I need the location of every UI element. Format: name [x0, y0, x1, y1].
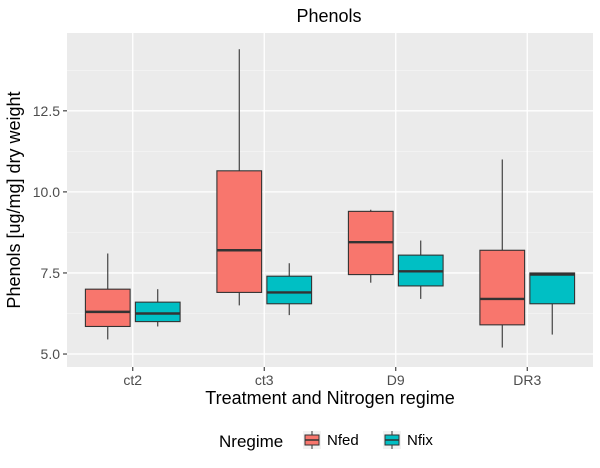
legend-item-nfed: Nfed: [303, 431, 359, 449]
x-tick-label: ct2: [123, 372, 142, 388]
x-axis-title: Treatment and Nitrogen regime: [205, 388, 454, 408]
box-nfix-ct3: [266, 263, 313, 316]
legend-item-nfix: Nfix: [383, 431, 433, 449]
box-body: [479, 249, 526, 326]
major-gridlines: [67, 33, 593, 367]
legend: Nregime Nfed Nfix: [219, 431, 433, 451]
chart-title: Phenols: [296, 6, 361, 26]
box-nfed-dr3: [479, 159, 526, 348]
box-nfed-d9: [347, 209, 394, 283]
box-nfed-ct2: [84, 253, 131, 340]
box-body: [84, 288, 131, 328]
y-tick-label: 7.5: [41, 265, 61, 281]
y-tick-label: 5.0: [41, 346, 61, 362]
box-body: [216, 170, 263, 293]
legend-label: Nfed: [327, 432, 359, 449]
box-body: [266, 275, 313, 305]
y-tick-label: 12.5: [33, 103, 60, 119]
box-body: [529, 272, 576, 305]
legend-title: Nregime: [219, 432, 283, 451]
box-group: [84, 49, 576, 348]
box-body: [134, 301, 181, 323]
box-nfix-ct2: [134, 289, 181, 327]
box-nfix-dr3: [529, 272, 576, 335]
y-axis-title: Phenols [ug/mg] dry weight: [4, 91, 24, 308]
box-nfed-ct3: [216, 49, 263, 306]
x-tick-label: ct3: [255, 372, 274, 388]
x-tick-label: DR3: [513, 372, 541, 388]
y-tick-label: 10.0: [33, 184, 60, 200]
box-nfix-d9: [397, 240, 444, 299]
x-tick-label: D9: [387, 372, 405, 388]
y-axis: 5.0 7.5 10.0 12.5: [33, 103, 67, 362]
legend-label: Nfix: [407, 432, 433, 449]
x-axis: ct2 ct3 D9 DR3: [123, 367, 541, 388]
